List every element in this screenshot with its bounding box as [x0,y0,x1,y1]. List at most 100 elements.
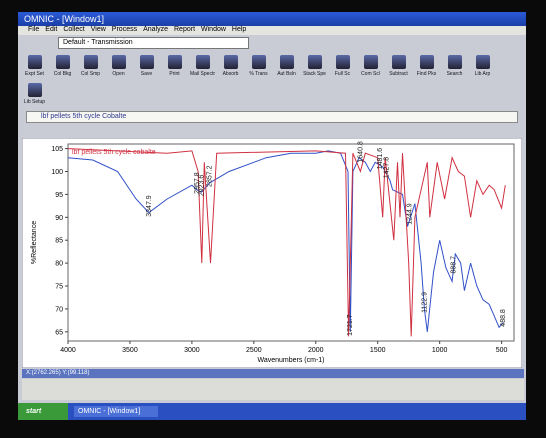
x-tick-label: 3000 [184,347,200,354]
button-label: Expt Set [25,71,44,77]
toolbar-button[interactable]: Full Sc [330,55,355,77]
status-bar: X:(2762.265) Y:(99.118) [22,369,524,378]
peak-label: 1122.9 [421,292,428,313]
menu-item[interactable]: File [28,26,40,33]
y-tick-label: 70 [55,306,63,313]
y-tick-label: 100 [51,169,63,176]
menu-item[interactable]: Window [201,26,226,33]
icon [447,55,462,69]
menu-bar: File Edit Collect View Process Analyze Report W… [18,26,526,35]
toolbar-button[interactable]: Open [106,55,131,77]
icon [279,55,294,69]
start-button[interactable]: start [18,403,68,420]
y-axis-label: %Reflectance [31,221,38,264]
peak-label: 2857.2 [207,165,214,187]
button-label: Col Smp [80,71,101,77]
peak-label: 1640.8 [357,141,364,163]
peak-label: 888.7 [450,256,457,274]
y-tick-label: 90 [55,215,63,222]
spectrum-bar[interactable]: lbf pellets 5th cycle Cobalte [26,111,518,123]
icon [475,55,490,69]
icon [83,55,98,69]
peak-label: 488.8 [500,309,507,327]
icon [167,55,182,69]
peak-label: 1244.9 [406,203,413,225]
button-label: % Trans [249,71,268,77]
x-axis-label: Wavenumbers (cm-1) [257,357,324,364]
toolbar-button[interactable]: Find Pks [414,55,439,77]
button-label: Lib Setup [23,99,46,105]
icon [251,55,266,69]
legend-text: lbf pellets 5th cycle cobalte [72,149,156,156]
y-tick-label: 65 [55,329,63,336]
toolbar-button[interactable]: Subtract [386,55,411,77]
button-label: Absorb [222,71,239,77]
menu-item[interactable]: Process [111,26,138,33]
icon [335,55,350,69]
icon [419,55,434,69]
icon [139,55,154,69]
toolbar-button[interactable]: Lib Setup [22,83,47,105]
menu-item[interactable]: Analyze [143,26,168,33]
button-label: Com Scl [361,71,380,77]
y-tick-label: 80 [55,261,63,268]
y-tick-label: 95 [55,192,63,199]
x-tick-label: 2500 [246,347,262,354]
peak-label: 1481.6 [377,148,384,170]
menu-item[interactable]: View [90,26,106,33]
icon [111,55,126,69]
chart: 65 70 75 80 85 90 95 100 105 4000 3500 3000 2500 2000… [22,138,522,368]
peak-label: 1721.7 [347,314,354,336]
button-label: Open [112,71,125,77]
task-button[interactable]: OMNIC - [Window1] [74,406,158,417]
y-tick-label: 105 [51,146,63,153]
menu-item[interactable]: Report [174,26,196,33]
x-tick-label: 3500 [122,347,138,354]
menu-item[interactable]: Collect [63,26,85,33]
x-tick-label: 4000 [60,347,76,354]
menu-item[interactable]: Edit [45,26,58,33]
toolbar-button[interactable]: Save [134,55,159,77]
y-tick-label: 85 [55,238,63,245]
toolbar: Lib Setup [18,77,526,105]
peak-label: 2923.6 [198,175,205,197]
button-label: Lib Arp [474,71,491,77]
plot-frame [67,143,515,342]
x-tick-label: 2000 [308,347,324,354]
x-tick-label: 1500 [370,347,386,354]
toolbar-button[interactable]: Col Bkg [50,55,75,77]
x-tick-label: 500 [496,347,508,354]
button-label: Stack Spe [303,71,326,77]
toolbar-button[interactable]: Aut Bsln [274,55,299,77]
icon [223,55,238,69]
taskbar: start OMNIC - [Window1] [18,403,526,420]
button-label: Col Bkg [53,71,72,77]
toolbar-button[interactable]: Expt Set [22,55,47,77]
bottom-toolbar [22,379,524,400]
toolbar-button[interactable]: Search [442,55,467,77]
y-tick-label: 75 [55,284,63,291]
button-label: Find Pks [416,71,437,77]
button-label: Save [140,71,153,77]
icon [195,55,210,69]
menu-item[interactable]: Help [231,26,247,33]
dropdown[interactable]: Default - Transmission [58,37,249,49]
icon [307,55,322,69]
screen: OMNIC - [Window1] File Edit Collect View Pro… [18,12,526,420]
chart-bg [22,138,522,368]
toolbar-button[interactable]: Stack Spe [302,55,327,77]
button-label: Subtract [389,71,408,77]
toolbar-button[interactable]: Com Scl [358,55,383,77]
toolbar-button[interactable]: % Trans [246,55,271,77]
icon [391,55,406,69]
toolbar-button[interactable]: Col Smp [78,55,103,77]
toolbar-button[interactable]: Mail Spectr [190,55,215,77]
toolbar-button[interactable]: Absorb [218,55,243,77]
button-label: Aut Bsln [277,71,296,77]
peak-label: 3347.9 [146,195,153,217]
spectrum-line [67,148,506,337]
toolbar-button[interactable]: Lib Arp [470,55,495,77]
button-label: Mail Spectr [190,71,216,77]
toolbar-button[interactable]: Print [162,55,187,77]
